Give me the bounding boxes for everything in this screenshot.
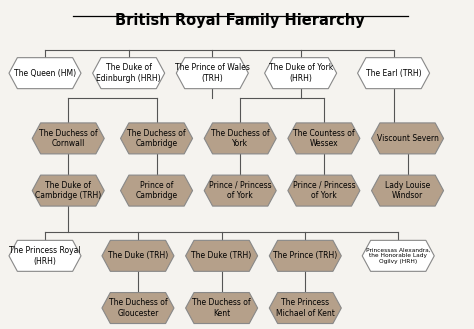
- Polygon shape: [102, 240, 174, 271]
- Polygon shape: [204, 175, 276, 206]
- Polygon shape: [372, 175, 444, 206]
- Text: Viscount Severn: Viscount Severn: [377, 134, 438, 143]
- Polygon shape: [186, 240, 258, 271]
- Text: The Duchess of
Kent: The Duchess of Kent: [192, 298, 251, 318]
- Polygon shape: [288, 123, 360, 154]
- Text: Prince / Princess
of York: Prince / Princess of York: [292, 181, 355, 200]
- Polygon shape: [9, 240, 81, 271]
- Polygon shape: [32, 123, 104, 154]
- Polygon shape: [288, 175, 360, 206]
- Text: The Duke of
Cambridge (TRH): The Duke of Cambridge (TRH): [35, 181, 101, 200]
- Text: The Duchess of
Cambridge: The Duchess of Cambridge: [127, 129, 186, 148]
- Text: Prince of
Cambridge: Prince of Cambridge: [136, 181, 178, 200]
- Text: The Princess Royal
(HRH): The Princess Royal (HRH): [9, 246, 81, 266]
- Text: The Duke (TRH): The Duke (TRH): [191, 251, 252, 260]
- Text: Lady Louise
Windsor: Lady Louise Windsor: [385, 181, 430, 200]
- Text: The Queen (HM): The Queen (HM): [14, 69, 76, 78]
- Text: The Prince (TRH): The Prince (TRH): [273, 251, 337, 260]
- Polygon shape: [269, 292, 341, 323]
- Polygon shape: [372, 123, 444, 154]
- Polygon shape: [176, 58, 248, 89]
- Polygon shape: [102, 292, 174, 323]
- Polygon shape: [120, 175, 192, 206]
- Text: The Duke of
Edinburgh (HRH): The Duke of Edinburgh (HRH): [96, 63, 161, 83]
- Text: The Princess
Michael of Kent: The Princess Michael of Kent: [276, 298, 335, 318]
- Text: The Duke (TRH): The Duke (TRH): [108, 251, 168, 260]
- Text: The Duchess of
York: The Duchess of York: [211, 129, 270, 148]
- Polygon shape: [120, 123, 192, 154]
- Polygon shape: [32, 175, 104, 206]
- Polygon shape: [204, 123, 276, 154]
- Text: The Prince of Wales
(TRH): The Prince of Wales (TRH): [175, 63, 250, 83]
- Text: The Earl (TRH): The Earl (TRH): [366, 69, 421, 78]
- Polygon shape: [264, 58, 337, 89]
- Polygon shape: [269, 240, 341, 271]
- Polygon shape: [9, 58, 81, 89]
- Polygon shape: [362, 240, 434, 271]
- Text: Princessas Alexandra,
the Honorable Lady
Ogilvy (HRH): Princessas Alexandra, the Honorable Lady…: [366, 247, 430, 264]
- Text: The Duchess of
Gloucester: The Duchess of Gloucester: [109, 298, 167, 318]
- Text: British Royal Family Hierarchy: British Royal Family Hierarchy: [115, 13, 365, 28]
- Text: The Duke of York
(HRH): The Duke of York (HRH): [268, 63, 333, 83]
- Text: The Duchess of
Cornwall: The Duchess of Cornwall: [39, 129, 98, 148]
- Text: Prince / Princess
of York: Prince / Princess of York: [209, 181, 272, 200]
- Polygon shape: [186, 292, 258, 323]
- Polygon shape: [92, 58, 164, 89]
- Polygon shape: [357, 58, 429, 89]
- Text: The Countess of
Wessex: The Countess of Wessex: [293, 129, 355, 148]
